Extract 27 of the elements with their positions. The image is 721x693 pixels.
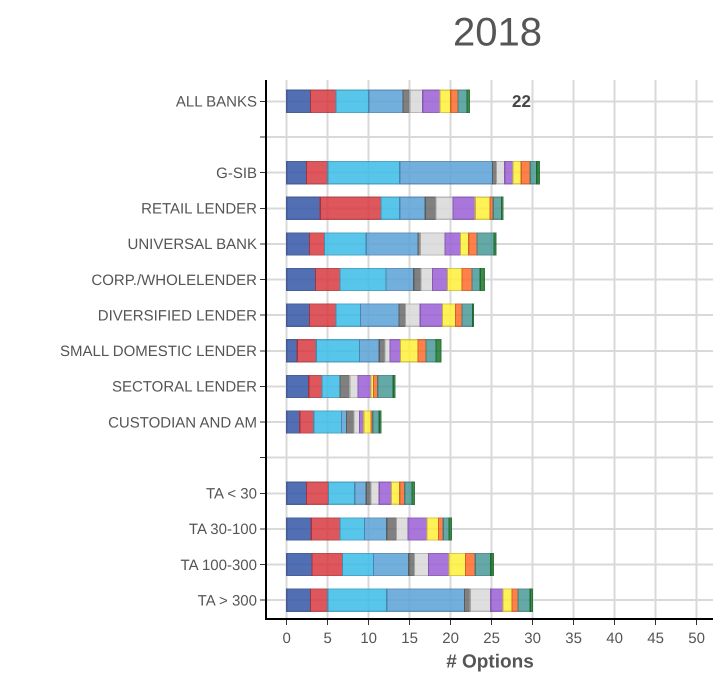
x-tick-label: 30 [524,630,541,647]
x-tick-label: 45 [647,630,664,647]
y-tick-label: SECTORAL LENDER [112,378,258,396]
y-tick-label: RETAIL LENDER [141,200,258,218]
x-tick-label: 15 [401,630,418,647]
total-label: 22 [512,92,531,111]
y-tick-label: TA > 300 [198,592,257,610]
y-tick-label: CUSTODIAN AND AM [108,414,257,432]
y-tick-label: G-SIB [216,164,257,182]
y-tick-label: TA < 30 [206,486,257,503]
x-tick-label: 0 [282,630,291,647]
y-tick-label: DIVERSIFIED LENDER [98,307,258,324]
x-tick-label: 20 [442,630,459,647]
x-tick-label: 25 [483,630,500,647]
chart-title: 2018 [453,10,542,54]
y-tick-label: ALL BANKS [176,94,257,111]
x-tick-label: 35 [565,630,582,647]
x-tick-label: 5 [324,630,332,647]
x-tick-label: 50 [688,630,705,647]
y-tick-label: TA 100-300 [180,556,257,574]
x-tick-label: 40 [606,630,623,647]
x-axis-title: # Options [446,651,534,672]
y-tick-label: SMALL DOMESTIC LENDER [60,343,258,360]
x-tick-label: 10 [360,630,378,647]
y-tick-label: UNIVERSAL BANK [128,236,257,254]
y-tick-label: TA 30-100 [188,521,257,538]
y-tick-label: CORP./WHOLELENDER [91,272,258,289]
